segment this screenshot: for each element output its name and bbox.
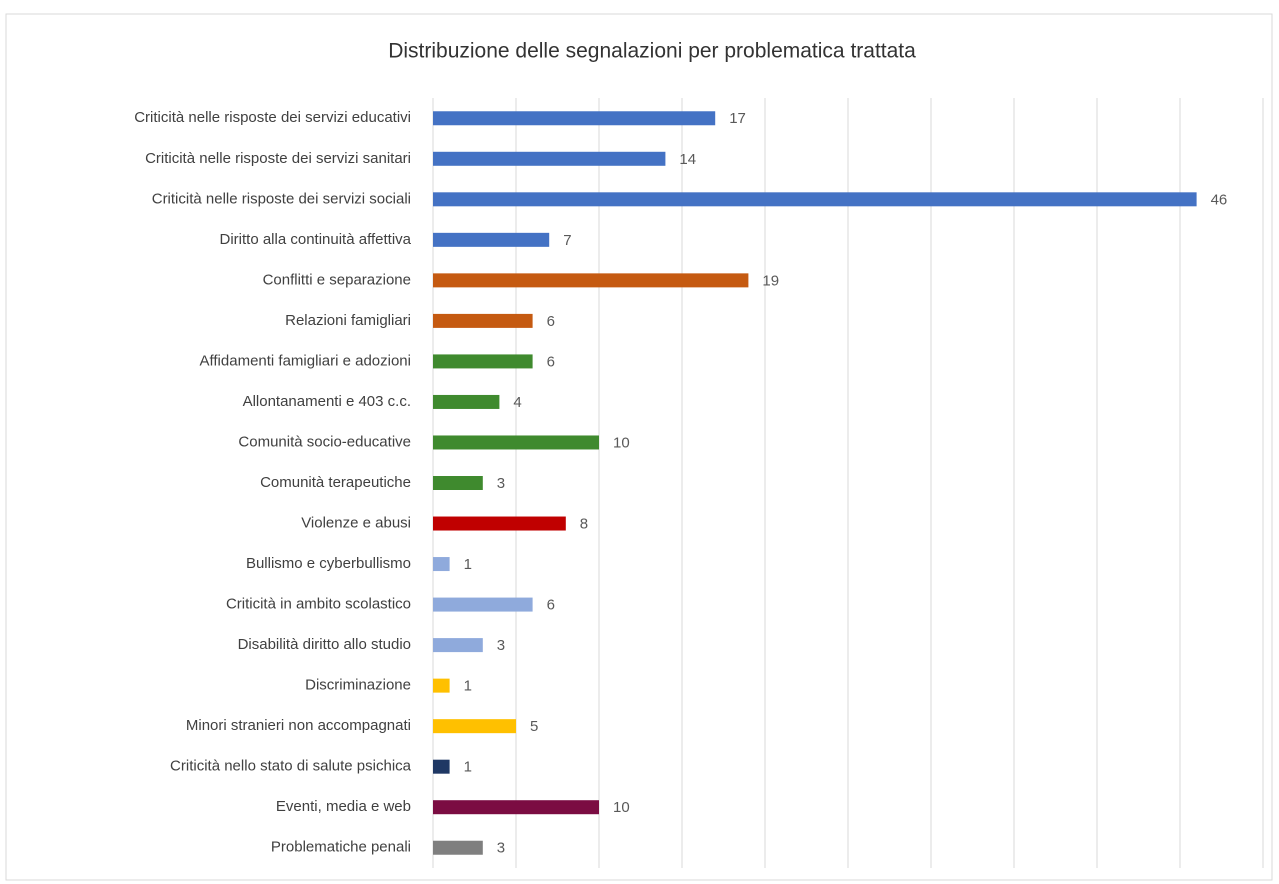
bar [433,354,533,369]
y-tick-label: Criticità nelle risposte dei servizi edu… [134,109,411,126]
data-label: 19 [762,272,779,289]
data-label: 17 [729,110,746,127]
bar [433,232,550,247]
data-label: 6 [547,597,555,614]
data-label: 8 [580,515,588,532]
y-tick-label: Criticità nello stato di salute psichica [170,758,412,775]
data-label: 3 [497,637,505,654]
bar [433,394,500,409]
bar [433,516,566,531]
bar [433,435,599,450]
data-label: 14 [679,151,696,168]
bar [433,151,666,166]
y-tick-label: Disabilità diritto allo studio [238,636,411,653]
bar [433,638,483,653]
bar [433,111,716,126]
y-tick-label: Discriminazione [305,677,411,694]
data-label: 10 [613,799,630,816]
data-label: 10 [613,434,630,451]
data-label: 6 [547,353,555,370]
data-label: 1 [464,678,472,695]
data-label: 5 [530,718,538,735]
bar [433,719,516,734]
y-tick-label: Criticità nelle risposte dei servizi san… [145,150,411,167]
bar [433,800,599,815]
bar [433,273,749,288]
chart-frame [5,13,1273,881]
bar [433,597,533,612]
y-tick-label: Problematiche penali [271,839,411,856]
y-tick-label: Comunità socio-educative [238,433,411,450]
data-label: 1 [464,556,472,573]
y-tick-label: Eventi, media e web [276,798,411,815]
y-tick-label: Comunità terapeutiche [260,474,411,491]
data-label: 4 [513,394,521,411]
y-tick-label: Violenze e abusi [301,514,411,531]
data-label: 1 [464,759,472,776]
chart-title: Distribuzione delle segnalazioni per pro… [388,40,916,63]
data-label: 3 [497,475,505,492]
y-tick-label: Criticità in ambito scolastico [226,596,411,613]
y-tick-label: Allontanamenti e 403 c.c. [243,393,411,410]
y-tick-label: Bullismo e cyberbullismo [246,555,411,572]
bar [433,759,450,774]
bar [433,313,533,328]
bar [433,476,483,490]
data-label: 46 [1211,191,1228,208]
bar [433,192,1197,207]
y-tick-label: Conflitti e separazione [263,271,411,288]
data-label: 7 [563,232,571,249]
bar [433,678,450,693]
y-tick-label: Diritto alla continuità affettiva [220,231,412,248]
y-tick-label: Minori stranieri non accompagnati [186,717,411,734]
data-label: 3 [497,840,505,857]
data-label: 6 [547,313,555,330]
y-tick-label: Relazioni famigliari [285,312,411,329]
bar [433,840,483,855]
bar [433,557,450,572]
y-tick-label: Affidamenti famigliari e adozioni [199,352,411,369]
y-tick-label: Criticità nelle risposte dei servizi soc… [152,190,411,207]
